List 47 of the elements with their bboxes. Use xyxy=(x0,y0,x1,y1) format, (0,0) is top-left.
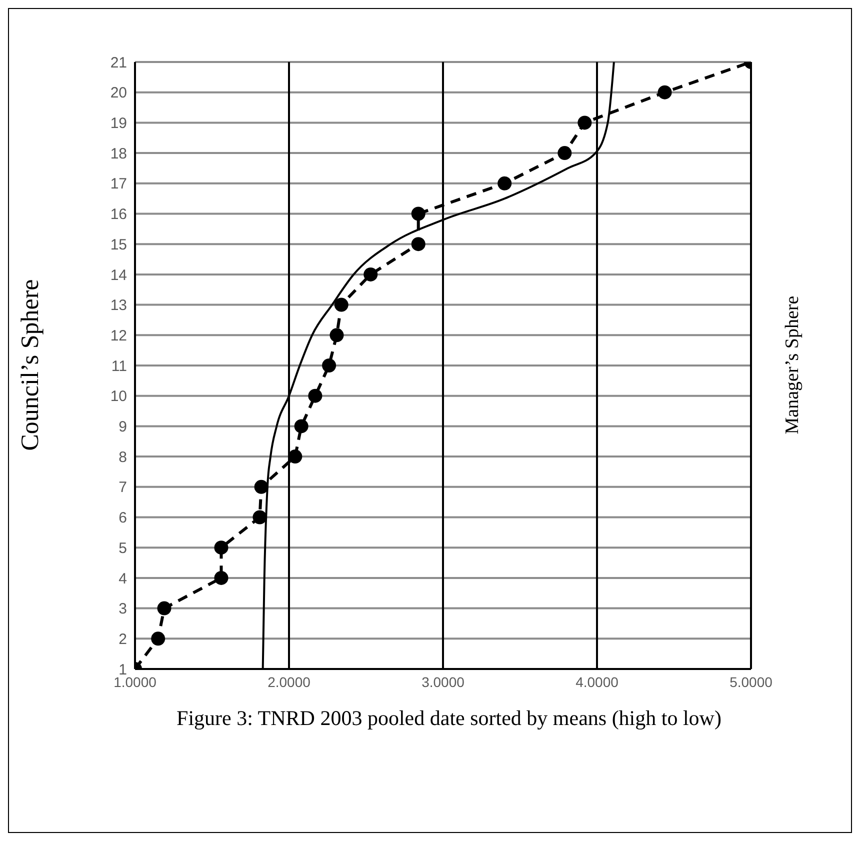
point xyxy=(308,388,322,403)
point xyxy=(658,85,672,100)
y-tick-label: 3 xyxy=(118,600,127,618)
x-tick-label: 2.0000 xyxy=(268,674,311,690)
point xyxy=(252,510,267,524)
point xyxy=(288,450,302,464)
point xyxy=(364,267,378,282)
x-tick-label: 5.0000 xyxy=(730,674,773,690)
point xyxy=(578,116,592,130)
point xyxy=(214,540,228,555)
y-tick-label: 11 xyxy=(111,358,127,375)
x-tick-label: 3.0000 xyxy=(422,674,465,690)
y-tick-label: 10 xyxy=(110,388,127,406)
point xyxy=(330,328,344,342)
y-tick-label: 18 xyxy=(110,145,127,162)
point xyxy=(322,358,336,372)
point xyxy=(214,570,228,585)
y-tick-label: 2 xyxy=(118,630,127,648)
point xyxy=(411,206,426,221)
y-tick-label: 8 xyxy=(118,448,127,466)
x-tick-label: 4.0000 xyxy=(576,674,619,690)
y-tick-label: 12 xyxy=(110,327,127,344)
point xyxy=(334,298,348,312)
y-axis-title: Council’s Sphere xyxy=(17,279,45,451)
point xyxy=(157,601,172,616)
y-tick-label: 20 xyxy=(110,84,127,102)
y-tick-label: 21 xyxy=(110,54,127,72)
point xyxy=(411,237,426,252)
y-tick-label: 9 xyxy=(118,418,127,436)
y-tick-label: 4 xyxy=(118,570,127,588)
y-tick-label: 15 xyxy=(110,236,127,254)
y-tick-label: 19 xyxy=(110,115,127,132)
y-tick-label: 7 xyxy=(118,479,127,496)
figure-frame: 1.0000 2.0000 3.0000 4.0000 5.0000 1 2 3 4 5 6 7 8 9 10 11 12 13 14 15 16 17 18 19 20 21 Council’s Sphere Manager’s Sphere Figure 3: TNRD 2003 pooled date sorted by means (high to low) xyxy=(8,8,852,833)
y-tick-label: 14 xyxy=(110,266,127,284)
point xyxy=(254,480,268,494)
y2-axis-title: Manager’s Sphere xyxy=(782,296,804,434)
point xyxy=(294,419,308,434)
y-tick-label: 16 xyxy=(110,206,127,224)
y-tick-label: 6 xyxy=(118,510,127,527)
text: Figure 3: TNRD 2003 pooled date sorted by means (high to low) xyxy=(176,705,722,731)
y-tick-label: 5 xyxy=(118,540,127,557)
point xyxy=(558,146,572,160)
y-tick-label: 13 xyxy=(110,297,127,314)
point xyxy=(151,632,166,646)
point xyxy=(498,176,512,190)
y-tick-label: 17 xyxy=(110,176,127,193)
